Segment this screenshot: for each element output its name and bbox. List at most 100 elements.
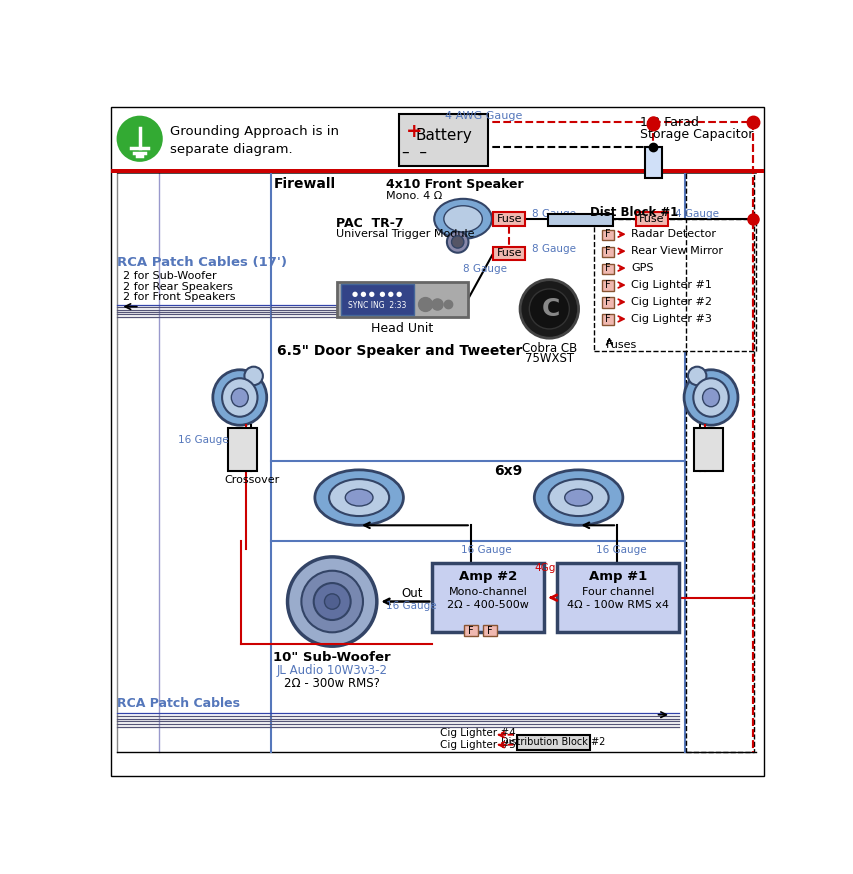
- Text: –  –: – –: [402, 145, 426, 160]
- Text: Cig Lighter #2: Cig Lighter #2: [630, 297, 711, 307]
- Bar: [483, 626, 496, 636]
- Text: F: F: [487, 626, 492, 635]
- Text: ● ● ●  ● ● ●: ● ● ● ● ● ●: [351, 290, 402, 296]
- Circle shape: [446, 231, 468, 253]
- Text: F: F: [604, 280, 610, 290]
- Ellipse shape: [328, 479, 389, 516]
- Ellipse shape: [534, 470, 622, 525]
- Bar: [601, 263, 613, 274]
- Bar: [601, 230, 613, 240]
- Text: Mono. 4 Ω: Mono. 4 Ω: [386, 191, 442, 201]
- Text: F: F: [604, 246, 610, 256]
- Circle shape: [313, 583, 351, 620]
- Text: 4 Gauge: 4 Gauge: [674, 209, 718, 219]
- Ellipse shape: [702, 388, 718, 406]
- Text: Cig Lighter #4: Cig Lighter #4: [439, 728, 515, 739]
- Text: Grounding Approach is in: Grounding Approach is in: [171, 125, 339, 138]
- Bar: [601, 315, 613, 325]
- Text: RCA Patch Cables: RCA Patch Cables: [117, 697, 240, 711]
- Circle shape: [519, 280, 578, 338]
- Text: Distribution Block #2: Distribution Block #2: [501, 738, 605, 747]
- Text: PAC  TR-7: PAC TR-7: [335, 217, 403, 230]
- Text: Cig Lighter #3: Cig Lighter #3: [630, 314, 711, 324]
- Text: C: C: [541, 297, 560, 321]
- Text: 75WXST: 75WXST: [524, 352, 573, 365]
- Text: 4x10 Front Speaker: 4x10 Front Speaker: [386, 177, 523, 191]
- Ellipse shape: [444, 205, 482, 232]
- Text: 16 Gauge: 16 Gauge: [461, 545, 511, 555]
- Text: Out: Out: [401, 587, 422, 600]
- Bar: [601, 246, 613, 257]
- Text: Amp #2: Amp #2: [458, 571, 517, 583]
- Text: Cig Lighter #1: Cig Lighter #1: [630, 280, 711, 290]
- Circle shape: [324, 593, 339, 609]
- Text: 8 Gauge: 8 Gauge: [531, 244, 576, 253]
- Text: separate diagram.: separate diagram.: [171, 143, 293, 156]
- Bar: [594, 218, 755, 351]
- Ellipse shape: [212, 370, 266, 425]
- Ellipse shape: [564, 489, 592, 506]
- Bar: [228, 428, 258, 470]
- Text: 16 Gauge: 16 Gauge: [178, 435, 229, 445]
- Text: GPS: GPS: [630, 263, 653, 273]
- Text: 16 Gauge: 16 Gauge: [386, 601, 436, 611]
- Text: 2 for Front Speakers: 2 for Front Speakers: [123, 293, 235, 302]
- Bar: [686, 170, 753, 752]
- Bar: [111, 169, 763, 173]
- Text: Fuse: Fuse: [496, 214, 521, 224]
- Text: Cig Lighter #5: Cig Lighter #5: [439, 739, 515, 750]
- Circle shape: [451, 236, 463, 248]
- Bar: [601, 297, 613, 309]
- Bar: [547, 214, 612, 225]
- Text: Firewall: Firewall: [273, 177, 335, 191]
- Bar: [398, 114, 487, 166]
- Circle shape: [287, 557, 376, 646]
- Bar: [635, 212, 667, 225]
- Ellipse shape: [693, 378, 728, 417]
- Bar: [492, 212, 525, 225]
- Bar: [340, 284, 414, 316]
- Text: SYNC ING  2:33: SYNC ING 2:33: [347, 302, 405, 310]
- Text: 8 Gauge: 8 Gauge: [462, 264, 507, 274]
- Ellipse shape: [315, 470, 403, 525]
- Text: 4 AWG Gauge: 4 AWG Gauge: [445, 111, 522, 121]
- Text: Dist Block #1: Dist Block #1: [589, 206, 677, 219]
- Bar: [432, 563, 543, 632]
- Bar: [336, 282, 467, 317]
- Bar: [556, 563, 678, 632]
- Circle shape: [117, 115, 163, 162]
- Text: 6x9: 6x9: [493, 464, 521, 478]
- Text: 10" Sub-Woofer: 10" Sub-Woofer: [273, 651, 391, 664]
- Text: Fuse: Fuse: [496, 248, 521, 259]
- Text: Radar Detector: Radar Detector: [630, 229, 715, 239]
- Text: F: F: [604, 263, 610, 273]
- Circle shape: [244, 367, 263, 385]
- Text: Fuses: Fuses: [605, 340, 636, 350]
- Text: 16 Gauge: 16 Gauge: [595, 545, 646, 555]
- Bar: [644, 147, 661, 178]
- Text: F: F: [604, 314, 610, 324]
- Bar: [601, 281, 613, 291]
- Text: Amp #1: Amp #1: [588, 571, 647, 583]
- Text: 2Ω - 300w RMS?: 2Ω - 300w RMS?: [284, 676, 380, 690]
- Text: Rear View Mirror: Rear View Mirror: [630, 246, 722, 256]
- Bar: [693, 428, 722, 470]
- Text: 4Ω - 100w RMS x4: 4Ω - 100w RMS x4: [566, 600, 668, 609]
- Text: 2 for Rear Speakers: 2 for Rear Speakers: [123, 281, 232, 292]
- Text: +: +: [406, 121, 422, 141]
- Text: 4Gg: 4Gg: [533, 563, 554, 572]
- Text: Storage Capacitor: Storage Capacitor: [640, 128, 752, 141]
- Text: Battery: Battery: [415, 128, 471, 143]
- Text: 2Ω - 400-500w: 2Ω - 400-500w: [447, 600, 528, 609]
- Ellipse shape: [231, 388, 248, 406]
- Text: 6.5" Door Speaker and Tweeter: 6.5" Door Speaker and Tweeter: [276, 344, 521, 358]
- Text: 1-2 Farad: 1-2 Farad: [640, 116, 699, 129]
- Text: JL Audio 10W3v3-2: JL Audio 10W3v3-2: [276, 664, 387, 677]
- Ellipse shape: [222, 378, 258, 417]
- Text: Fuse: Fuse: [638, 214, 664, 224]
- Bar: [492, 246, 525, 260]
- Circle shape: [529, 289, 569, 329]
- Ellipse shape: [683, 370, 737, 425]
- Text: F: F: [604, 297, 610, 307]
- Text: F: F: [604, 229, 610, 239]
